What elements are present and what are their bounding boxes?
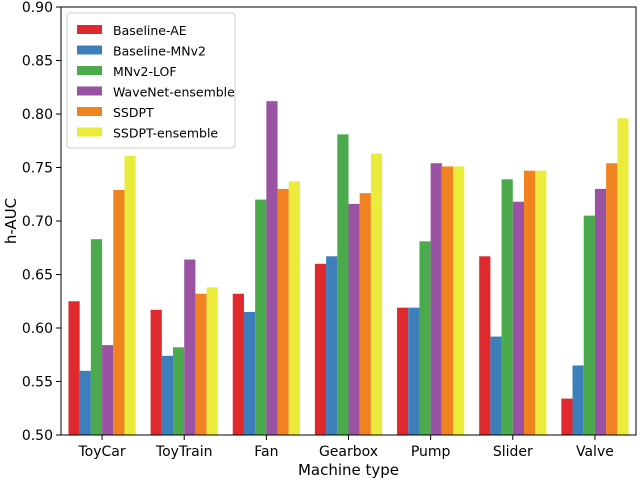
legend-swatch — [77, 107, 102, 116]
legend-label: MNv2-LOF — [113, 64, 177, 79]
legend-label: Baseline-MNv2 — [113, 44, 206, 59]
bar — [206, 287, 218, 435]
bar — [594, 188, 607, 435]
bar — [583, 215, 595, 435]
bar — [161, 355, 174, 435]
y-axis: 0.50 0.55 0.60 0.65 0.70 0.75 0.80 0.85 0.90 — [22, 0, 61, 444]
y-tick-label: 0.55 — [22, 375, 53, 391]
bar — [184, 259, 196, 435]
x-tick-label: ToyTrain — [155, 444, 213, 460]
bar — [512, 201, 524, 435]
x-tick-label: Slider — [493, 444, 533, 460]
bar — [102, 345, 114, 435]
bar — [479, 256, 491, 435]
y-tick-label: 0.80 — [22, 107, 53, 123]
bar — [266, 101, 278, 435]
bar — [430, 163, 442, 435]
bar — [397, 307, 409, 435]
bar — [370, 153, 383, 435]
bar — [501, 179, 513, 435]
bar — [243, 311, 256, 435]
bar — [68, 301, 80, 435]
legend-label: Baseline-AE — [113, 23, 187, 38]
y-tick-label: 0.75 — [22, 161, 53, 177]
bar — [150, 309, 162, 435]
legend-swatch — [77, 86, 102, 96]
legend-label: SSDPT — [113, 105, 154, 120]
bar — [173, 347, 185, 435]
x-tick-label: ToyCar — [78, 444, 126, 460]
bar — [79, 370, 91, 435]
legend-box — [66, 12, 236, 149]
y-tick-label: 0.50 — [22, 428, 53, 444]
y-tick-label: 0.60 — [22, 321, 53, 337]
bar — [90, 239, 103, 435]
bar — [572, 365, 584, 435]
bar — [490, 336, 502, 435]
y-tick-label: 0.90 — [22, 0, 53, 16]
y-tick-label: 0.85 — [22, 54, 53, 70]
legend: Baseline-AE Baseline-MNv2 MNv2-LOF WaveNet-… — [66, 12, 236, 149]
x-tick-label: Gearbox — [319, 444, 378, 460]
bar — [453, 166, 465, 435]
bar — [523, 170, 536, 435]
y-tick-label: 0.65 — [22, 268, 53, 284]
legend-swatch — [77, 66, 102, 75]
bar — [337, 134, 349, 435]
bar — [232, 293, 244, 435]
legend-swatch — [77, 25, 102, 34]
x-tick-label: Pump — [411, 444, 451, 460]
legend-label: SSDPT-ensemble — [113, 126, 218, 141]
x-tick-label: Fan — [254, 444, 278, 460]
bar — [326, 256, 338, 435]
bar — [359, 193, 371, 435]
bar — [441, 166, 454, 435]
bar — [124, 155, 136, 436]
bar — [606, 163, 618, 435]
bar — [113, 189, 125, 435]
legend-swatch — [77, 127, 102, 137]
bar — [419, 241, 431, 435]
x-axis: ToyCar ToyTrain Fan Gearbox Pump Slider Valve — [78, 435, 614, 460]
y-axis-title: h-AUC — [2, 198, 20, 244]
y-tick-label: 0.70 — [22, 214, 53, 230]
bars-layer — [68, 101, 629, 436]
bar — [195, 293, 207, 435]
bar — [255, 199, 267, 435]
x-tick-label: Valve — [576, 444, 614, 460]
bar — [348, 203, 360, 435]
bar — [535, 170, 547, 435]
bar — [288, 181, 300, 435]
x-axis-title: Machine type — [298, 461, 399, 479]
bar — [617, 118, 629, 435]
bar — [314, 263, 327, 435]
legend-label: WaveNet-ensemble — [113, 85, 235, 100]
legend-swatch — [77, 45, 102, 55]
bar — [561, 398, 573, 435]
bar — [408, 307, 420, 435]
bar — [277, 188, 289, 435]
